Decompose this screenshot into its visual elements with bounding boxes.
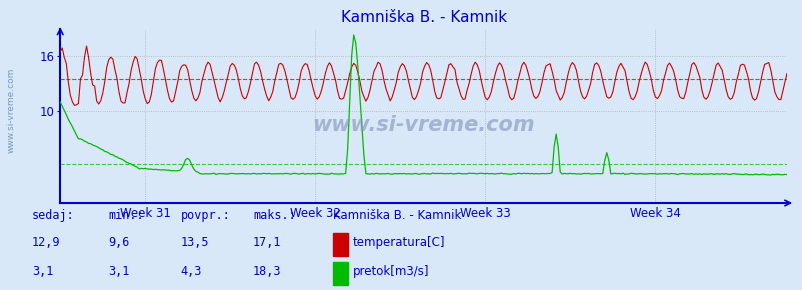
Text: 3,1: 3,1 bbox=[32, 265, 54, 278]
Text: 12,9: 12,9 bbox=[32, 236, 60, 249]
Text: maks.:: maks.: bbox=[253, 209, 295, 222]
Text: povpr.:: povpr.: bbox=[180, 209, 230, 222]
Text: min.:: min.: bbox=[108, 209, 144, 222]
Text: 9,6: 9,6 bbox=[108, 236, 130, 249]
FancyBboxPatch shape bbox=[333, 262, 347, 285]
Title: Kamniška B. - Kamnik: Kamniška B. - Kamnik bbox=[340, 10, 506, 25]
FancyBboxPatch shape bbox=[333, 233, 347, 256]
Text: 4,3: 4,3 bbox=[180, 265, 202, 278]
Text: 3,1: 3,1 bbox=[108, 265, 130, 278]
Text: sedaj:: sedaj: bbox=[32, 209, 75, 222]
Text: pretok[m3/s]: pretok[m3/s] bbox=[352, 265, 428, 278]
Text: temperatura[C]: temperatura[C] bbox=[352, 236, 444, 249]
Text: www.si-vreme.com: www.si-vreme.com bbox=[312, 115, 534, 135]
Text: 17,1: 17,1 bbox=[253, 236, 281, 249]
Text: 18,3: 18,3 bbox=[253, 265, 281, 278]
Text: Kamniška B. - Kamnik: Kamniška B. - Kamnik bbox=[333, 209, 461, 222]
Text: www.si-vreme.com: www.si-vreme.com bbox=[6, 68, 15, 153]
Text: 13,5: 13,5 bbox=[180, 236, 209, 249]
